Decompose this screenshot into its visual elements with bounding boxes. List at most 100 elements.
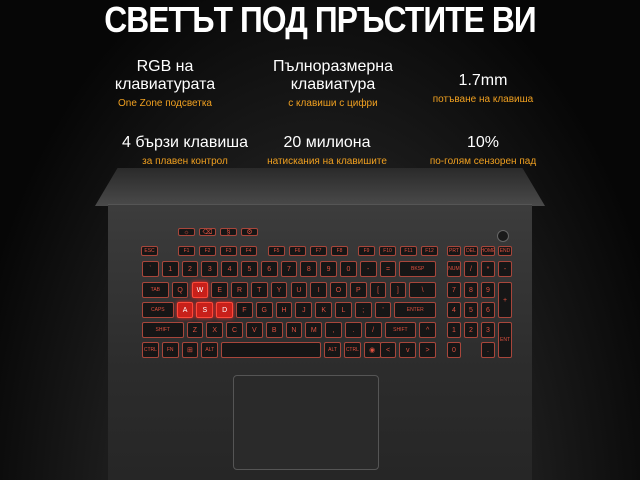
key-a[interactable]: A: [176, 302, 194, 318]
key-z[interactable]: Z: [186, 322, 204, 338]
key-sym[interactable]: .: [344, 322, 362, 338]
key-v[interactable]: V: [245, 322, 263, 338]
key-q[interactable]: Q: [171, 282, 189, 298]
key-del[interactable]: DEL: [464, 246, 478, 256]
key-enter[interactable]: ENTER: [394, 302, 436, 318]
key-w[interactable]: W: [191, 282, 209, 298]
key-ent[interactable]: ENT: [498, 322, 512, 358]
key-4[interactable]: 4: [447, 302, 461, 318]
key-fn[interactable]: FN: [161, 342, 179, 358]
key-f9[interactable]: F9: [358, 246, 375, 256]
touchpad[interactable]: [233, 375, 379, 470]
key-tab[interactable]: TAB: [142, 282, 169, 298]
key-f11[interactable]: F11: [400, 246, 417, 256]
key-5[interactable]: 5: [241, 261, 258, 277]
key-j[interactable]: J: [295, 302, 313, 318]
key-g[interactable]: G: [255, 302, 273, 318]
key-f3[interactable]: F3: [220, 246, 237, 256]
power-button[interactable]: [497, 230, 509, 242]
key-3[interactable]: 3: [201, 261, 219, 277]
key-b[interactable]: B: [265, 322, 283, 338]
key-0[interactable]: 0: [340, 261, 357, 277]
key-prt[interactable]: PRT: [447, 246, 461, 256]
key-sym[interactable]: -: [359, 261, 377, 277]
key-1[interactable]: 1: [447, 322, 461, 338]
key-4[interactable]: 4: [221, 261, 238, 277]
key-r[interactable]: R: [231, 282, 248, 298]
key-v[interactable]: v: [399, 342, 417, 358]
key-sym[interactable]: ,: [325, 322, 342, 338]
key-bksp[interactable]: BKSP: [399, 261, 436, 277]
key-o[interactable]: O: [330, 282, 347, 298]
key-h[interactable]: H: [275, 302, 293, 318]
key-caps[interactable]: CAPS: [142, 302, 174, 318]
key-num[interactable]: NUM: [447, 261, 461, 277]
key-sym[interactable]: /: [464, 261, 478, 277]
key-sym[interactable]: ⌫: [199, 228, 216, 236]
key-f7[interactable]: F7: [310, 246, 327, 256]
key-u[interactable]: U: [290, 282, 308, 298]
key-f10[interactable]: F10: [379, 246, 396, 256]
key-f12[interactable]: F12: [421, 246, 438, 256]
key-f8[interactable]: F8: [331, 246, 348, 256]
key-ctrl[interactable]: CTRL: [343, 342, 361, 358]
key-end[interactable]: END: [498, 246, 512, 256]
key-5[interactable]: 5: [464, 302, 478, 318]
key-6[interactable]: 6: [481, 302, 495, 318]
key-2[interactable]: 2: [464, 322, 478, 338]
key-sym[interactable]: +: [498, 282, 512, 318]
key-l[interactable]: L: [335, 302, 352, 318]
key-sym[interactable]: *: [481, 261, 495, 277]
key-home[interactable]: HOME: [481, 246, 495, 256]
key-6[interactable]: 6: [260, 261, 278, 277]
key-sym[interactable]: [: [369, 282, 387, 298]
key-f1[interactable]: F1: [178, 246, 195, 256]
key-9[interactable]: 9: [481, 282, 495, 298]
key-1[interactable]: 1: [161, 261, 179, 277]
key-k[interactable]: K: [315, 302, 333, 318]
key-shift[interactable]: SHIFT: [142, 322, 184, 338]
key-2[interactable]: 2: [181, 261, 199, 277]
key-sym[interactable]: -: [498, 261, 512, 277]
key-f2[interactable]: F2: [199, 246, 216, 256]
key-sym[interactable]: ': [374, 302, 392, 318]
key-alt[interactable]: ALT: [201, 342, 219, 358]
key-9[interactable]: 9: [320, 261, 337, 277]
key-sym[interactable]: ;: [354, 302, 372, 318]
key-sym[interactable]: ⚙: [241, 228, 258, 236]
key-shift[interactable]: SHIFT: [384, 322, 417, 338]
key-ctrl[interactable]: CTRL: [142, 342, 159, 358]
key-sym[interactable]: ⊞: [181, 342, 199, 358]
key-c[interactable]: C: [226, 322, 243, 338]
key-s[interactable]: S: [196, 302, 214, 318]
key-sym[interactable]: ◉: [363, 342, 381, 358]
key-d[interactable]: D: [216, 302, 234, 318]
key-sym[interactable]: <: [379, 342, 397, 358]
key-sym[interactable]: ]: [389, 282, 407, 298]
key-n[interactable]: N: [285, 322, 303, 338]
key-sym[interactable]: §: [220, 228, 237, 236]
key-sym[interactable]: =: [379, 261, 397, 277]
key-y[interactable]: Y: [270, 282, 288, 298]
key-f[interactable]: F: [236, 302, 253, 318]
key-esc[interactable]: ESC: [141, 246, 158, 256]
key-f4[interactable]: F4: [240, 246, 257, 256]
key-t[interactable]: T: [250, 282, 268, 298]
key-i[interactable]: I: [310, 282, 328, 298]
key-sym[interactable]: >: [419, 342, 436, 358]
key-e[interactable]: E: [211, 282, 229, 298]
key-sym[interactable]: ^: [419, 322, 436, 338]
key-sym[interactable]: `: [142, 261, 159, 277]
key-p[interactable]: P: [349, 282, 367, 298]
key-0[interactable]: 0: [447, 342, 461, 358]
key-f6[interactable]: F6: [289, 246, 306, 256]
key-x[interactable]: X: [206, 322, 224, 338]
key-7[interactable]: 7: [447, 282, 461, 298]
key-space[interactable]: [221, 342, 322, 358]
key-sym[interactable]: .: [481, 342, 495, 358]
key-sym[interactable]: /: [364, 322, 382, 338]
key-sym[interactable]: \: [409, 282, 436, 298]
key-m[interactable]: M: [305, 322, 323, 338]
key-3[interactable]: 3: [481, 322, 495, 338]
key-f5[interactable]: F5: [268, 246, 285, 256]
